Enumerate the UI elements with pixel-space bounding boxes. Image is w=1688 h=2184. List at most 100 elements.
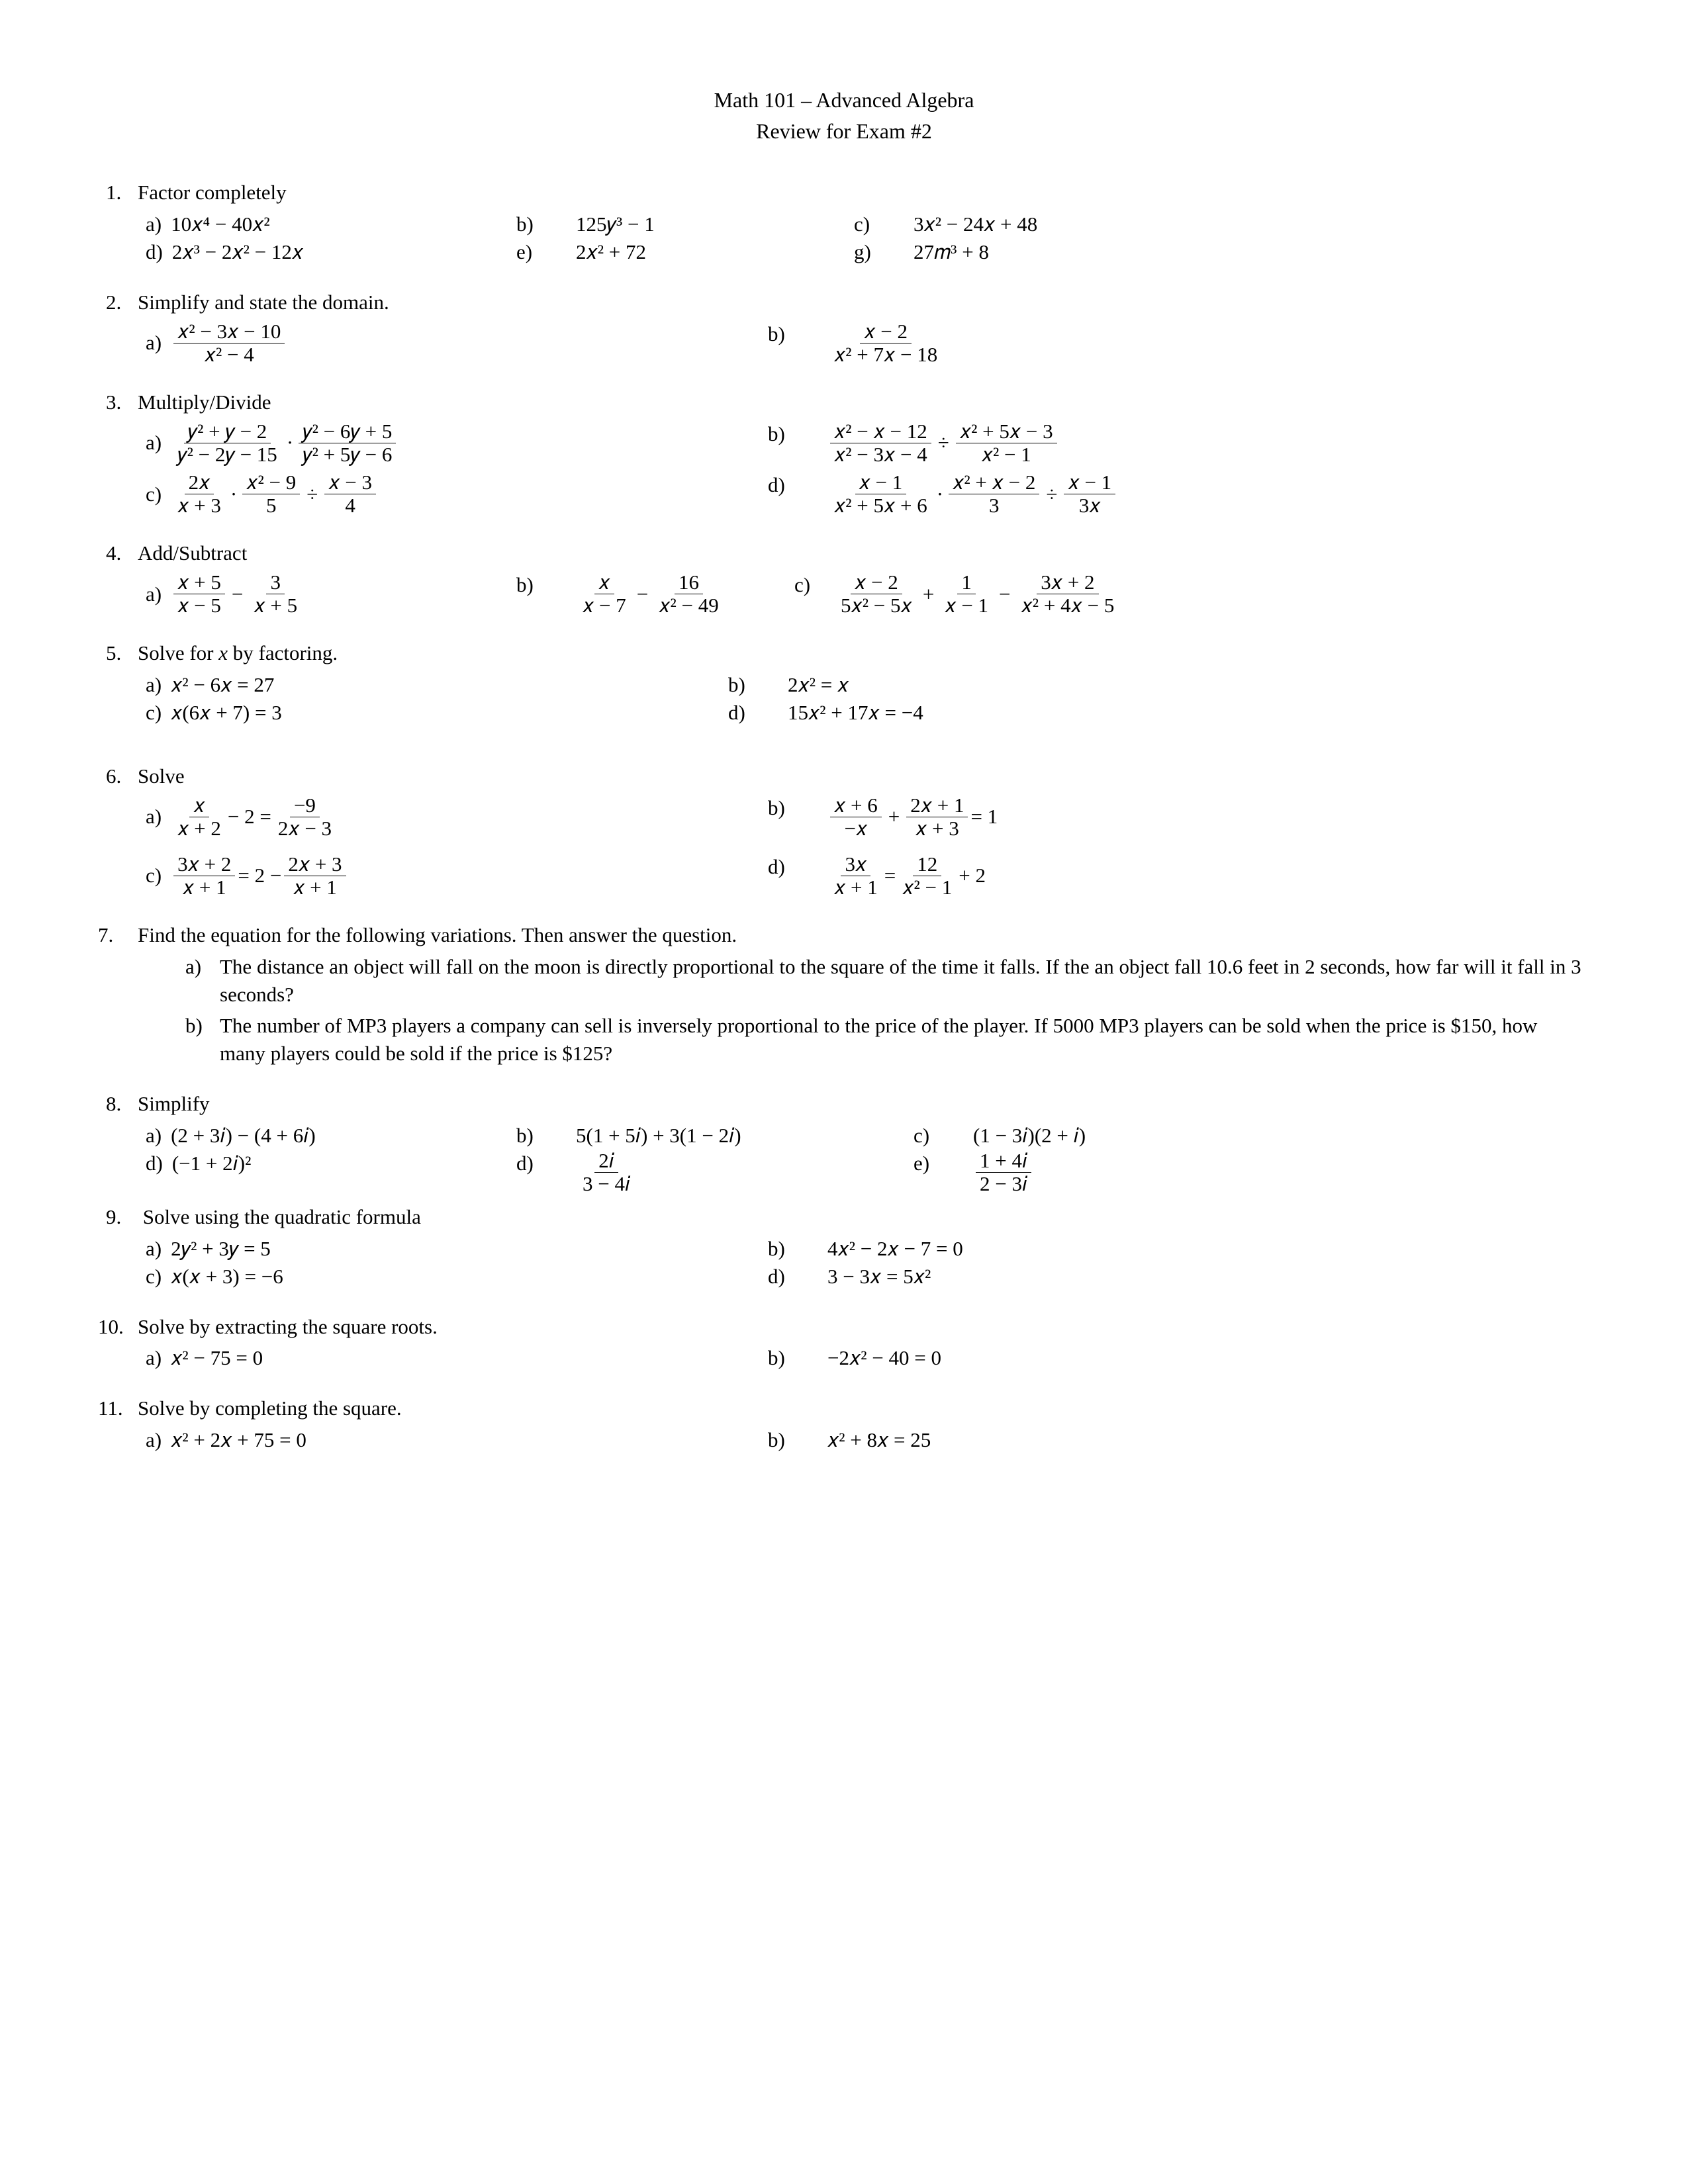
q1a-expr: 10𝑥⁴ − 40𝑥² [171,210,270,238]
q7a-text: The distance an object will fall on the … [220,953,1582,1009]
q5d-label: d) [728,699,745,727]
question-11: 11.Solve by completing the square. a)𝑥² … [106,1394,1582,1454]
q5-number: 5. [106,639,138,667]
q2-number: 2. [106,289,138,316]
q1c-label: c) [854,210,870,238]
q2-prompt: Simplify and state the domain. [138,291,389,314]
q11b-expr: 𝑥² + 8𝑥 = 25 [827,1426,931,1454]
q6d-label: d) [768,853,785,881]
q2b-frac: 𝑥 − 2𝑥² + 7𝑥 − 18 [830,320,941,366]
q10-number: 10. [98,1313,138,1341]
q10b-expr: −2𝑥² − 40 = 0 [827,1344,941,1372]
q9d-label: d) [768,1263,785,1291]
q10-prompt: Solve by extracting the square roots. [138,1315,438,1338]
q1d-label: d) [146,238,163,266]
q5a-label: a) [146,671,162,699]
q5b-expr: 2𝑥² = 𝑥 [788,671,849,699]
q7a-label: a) [185,953,201,981]
q4-prompt: Add/Subtract [138,541,247,565]
q8d-expr: (−1 + 2𝑖)² [172,1150,252,1177]
q6-prompt: Solve [138,764,185,788]
q1c-expr: 3𝑥² − 24𝑥 + 48 [914,210,1037,238]
q7-prompt: Find the equation for the following vari… [138,923,737,946]
q2a-frac: 𝑥² − 3𝑥 − 10𝑥² − 4 [173,320,285,366]
q5d-expr: 15𝑥² + 17𝑥 = −4 [788,699,923,727]
q8e-label: e) [914,1150,929,1177]
q11a-expr: 𝑥² + 2𝑥 + 75 = 0 [171,1426,306,1454]
q9c-label: c) [146,1263,162,1291]
course-title: Math 101 – Advanced Algebra [106,86,1582,114]
q1e-label: e) [516,238,532,266]
q8b-label: b) [516,1122,534,1150]
q9d-expr: 3 − 3𝑥 = 5𝑥² [827,1263,931,1291]
q1e-expr: 2𝑥² + 72 [576,238,646,266]
q11b-label: b) [768,1426,785,1454]
q4c-label: c) [794,571,810,599]
q11a-label: a) [146,1426,162,1454]
question-7: 7.Find the equation for the following va… [106,921,1582,1068]
q4a-label: a) [146,580,162,608]
q8a-expr: (2 + 3𝑖) − (4 + 6𝑖) [171,1122,316,1150]
q3a-label: a) [146,429,162,457]
q8d-label: d) [146,1150,163,1177]
q8c-label: c) [914,1122,929,1150]
q9c-expr: 𝑥(𝑥 + 3) = −6 [171,1263,283,1291]
q1-prompt: Factor completely [138,181,287,204]
q5-prompt-var: x [218,641,228,664]
q8b-expr: 5(1 + 5𝑖) + 3(1 − 2𝑖) [576,1122,741,1150]
q5-prompt-pre: Solve for [138,641,218,664]
question-1: 1.Factor completely a) 10𝑥⁴ − 40𝑥² b) 125… [106,179,1582,266]
q3c-label: c) [146,480,162,508]
question-9: 9. Solve using the quadratic formula a) 2… [106,1203,1582,1291]
q5c-expr: 𝑥(6𝑥 + 7) = 3 [171,699,282,727]
q6c-label: c) [146,862,162,889]
q9a-label: a) [146,1235,162,1263]
q8d2-label: d) [516,1150,534,1177]
q5a-expr: 𝑥² − 6𝑥 = 27 [171,671,274,699]
q10a-label: a) [146,1344,162,1372]
q4b-label: b) [516,571,534,599]
q7b-text: The number of MP3 players a company can … [220,1012,1582,1068]
q9b-expr: 4𝑥² − 2𝑥 − 7 = 0 [827,1235,963,1263]
q3-prompt: Multiply/Divide [138,390,271,414]
doc-subtitle: Review for Exam #2 [106,117,1582,146]
q9a-expr: 2𝑦² + 3𝑦 = 5 [171,1235,271,1263]
q1a-label: a) [146,210,162,238]
q8-number: 8. [106,1090,138,1118]
q10a-expr: 𝑥² − 75 = 0 [171,1344,263,1372]
q10b-label: b) [768,1344,785,1372]
q1g-expr: 27𝑚³ + 8 [914,238,989,266]
q1g-label: g) [854,238,871,266]
q9b-label: b) [768,1235,785,1263]
q6a-label: a) [146,803,162,831]
question-2: 2.Simplify and state the domain. a) 𝑥² −… [106,289,1582,366]
q2b-label: b) [768,320,785,348]
q7-number: 7. [98,921,138,949]
q6-number: 6. [106,762,138,790]
question-6: 6.Solve a) 𝑥𝑥 + 2 − 2 = −92𝑥 − 3 b) 𝑥 + … [106,762,1582,899]
q3b-label: b) [768,420,785,448]
q8a-label: a) [146,1122,162,1150]
q6b-label: b) [768,794,785,822]
q8c-expr: (1 − 3𝑖)(2 + 𝑖) [973,1122,1086,1150]
q3-number: 3. [106,388,138,416]
q1b-expr: 125𝑦³ − 1 [576,210,655,238]
q11-prompt: Solve by completing the square. [138,1396,402,1420]
q3d-label: d) [768,471,785,499]
q9-number: 9. [106,1203,138,1231]
q5-prompt-post: by factoring. [228,641,338,664]
q5c-label: c) [146,699,162,727]
q8-prompt: Simplify [138,1092,210,1115]
q5b-label: b) [728,671,745,699]
q1-number: 1. [106,179,138,206]
question-5: 5.Solve for x by factoring. a) 𝑥² − 6𝑥 = … [106,639,1582,727]
q1b-label: b) [516,210,534,238]
question-3: 3.Multiply/Divide a) 𝑦² + 𝑦 − 2𝑦² − 2𝑦 −… [106,388,1582,517]
q9-prompt: Solve using the quadratic formula [138,1205,421,1228]
q1d-expr: 2𝑥³ − 2𝑥² − 12𝑥 [172,238,303,266]
q7b-label: b) [185,1012,203,1040]
question-10: 10.Solve by extracting the square roots.… [106,1313,1582,1373]
question-4: 4.Add/Subtract a) 𝑥 + 5𝑥 − 5 − 3𝑥 + 5 b)… [106,539,1582,617]
q2a-label: a) [146,329,162,357]
q11-number: 11. [98,1394,138,1422]
